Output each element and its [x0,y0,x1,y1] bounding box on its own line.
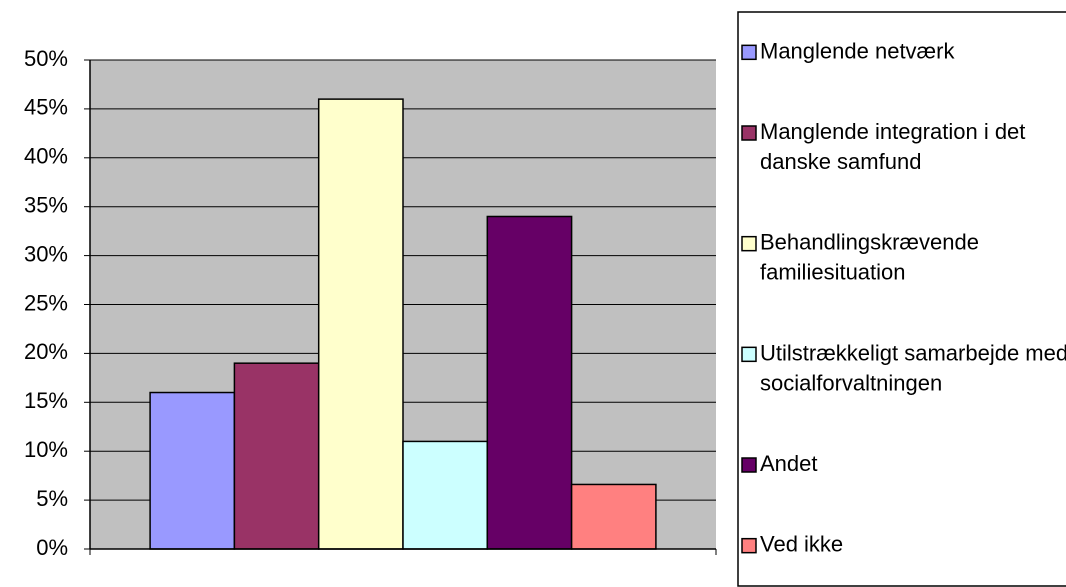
legend-label: Manglende netværk [760,38,955,63]
legend-label: Ved ikke [760,531,843,556]
legend-entry: Behandlingskrævende familiesituation [741,229,979,284]
y-tick-label: 5% [36,486,68,511]
bar [486,215,573,550]
y-tick-label: 40% [24,144,68,169]
bar [402,440,489,550]
legend-swatch [741,537,757,554]
bar [570,483,657,550]
legend-label: Andet [760,451,818,476]
bar [233,362,320,550]
y-tick-label: 15% [24,388,68,413]
y-tick-label: 20% [24,339,68,364]
bar [317,98,404,550]
legend-swatch [741,457,757,473]
y-tick-label: 25% [24,290,68,315]
y-tick-label: 45% [24,95,68,120]
legend-entry: Andet [741,451,818,476]
legend-label: Behandlingskrævende familiesituation [760,229,979,284]
legend-label: Manglende integration i det danske samfun… [760,119,1025,174]
legend-entry: Manglende integration i det danske samfun… [741,119,1025,174]
bar [149,391,236,550]
y-tick-label: 35% [24,193,68,218]
legend-label: Utilstrækkeligt samarbejde med socialforv… [760,340,1066,395]
legend-box [737,11,1066,587]
legend-swatch [741,235,757,252]
legend-entry: Manglende netværk [741,38,955,63]
legend-swatch [741,125,757,141]
y-tick-label: 30% [24,241,68,266]
legend-entry: Utilstrækkeligt samarbejde med socialforv… [741,340,1066,395]
y-tick-label: 0% [36,535,68,560]
y-tick-label: 10% [24,437,68,462]
legend-entry: Ved ikke [741,531,843,556]
legend-swatch [741,44,757,61]
y-tick-label: 50% [24,46,68,71]
legend-swatch [741,346,757,363]
